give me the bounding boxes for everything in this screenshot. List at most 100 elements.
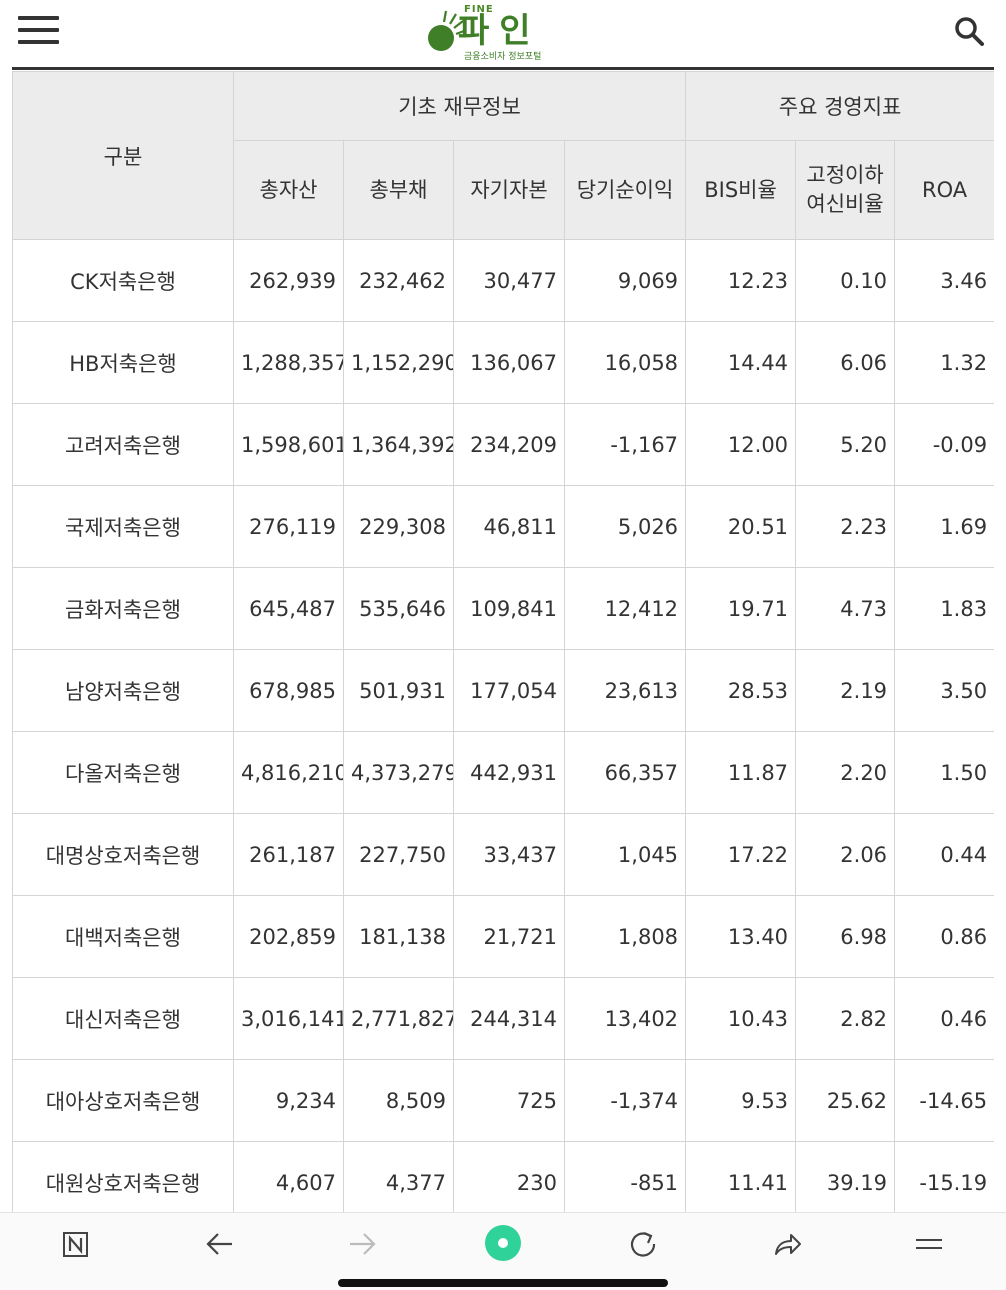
value-cell: 136,067 (453, 321, 565, 404)
value-cell: 1,598,601 (233, 403, 344, 486)
whale-browser-icon[interactable] (483, 1223, 523, 1263)
bank-name-cell[interactable]: HB저축은행 (12, 321, 234, 404)
value-cell: 12.23 (685, 239, 797, 322)
value-cell: 5,026 (563, 485, 687, 568)
header-divider (12, 67, 994, 70)
browser-bottom-bar (0, 1212, 1006, 1290)
value-cell: 1.32 (894, 321, 994, 404)
table-row: 금화저축은행 645,487 535,646 109,841 12,412 19.71 4.… (12, 567, 994, 650)
bank-name-cell[interactable]: 남양저축은행 (12, 649, 234, 732)
logo-name: 파인 (458, 11, 541, 51)
value-cell: 5.20 (795, 403, 896, 486)
value-cell: 1,288,357 (233, 321, 344, 404)
column-header-total-assets: 총자산 (233, 140, 344, 240)
table-row: 국제저축은행 276,119 229,308 46,811 5,026 20.51 2.23… (12, 485, 994, 568)
table-row: 남양저축은행 678,985 501,931 177,054 23,613 28.53 2.… (12, 649, 994, 732)
reload-icon[interactable] (624, 1227, 664, 1261)
arrow-right-icon[interactable] (342, 1227, 382, 1261)
column-header-npl-ratio: 고정이하 여신비율 (795, 140, 896, 240)
bank-name-cell[interactable]: 다올저축은행 (12, 731, 234, 814)
value-cell: 262,939 (233, 239, 344, 322)
table-header-row-1: 구분 기초 재무정보 주요 경영지표 (12, 71, 994, 240)
bank-name-cell[interactable]: CK저축은행 (12, 239, 234, 322)
value-cell: 2,771,827 (343, 977, 454, 1060)
hamburger-menu-icon[interactable] (18, 14, 60, 46)
column-header-net-income: 당기순이익 (563, 140, 687, 240)
value-cell: 109,841 (453, 567, 565, 650)
value-cell: 4,377 (343, 1141, 454, 1212)
value-cell: 0.44 (894, 813, 994, 896)
value-cell: 13,402 (563, 977, 687, 1060)
naver-n-icon[interactable] (56, 1227, 96, 1261)
column-header-equity: 자기자본 (453, 140, 565, 240)
table-header-row-2: 총자산 총부채 자기자본 당기순이익 BIS비율 고정이하 여신비율 ROA (13, 140, 994, 240)
menu-lines-icon[interactable] (908, 1227, 948, 1261)
bank-name-cell[interactable]: 대신저축은행 (12, 977, 234, 1060)
value-cell: 2.23 (795, 485, 896, 568)
value-cell: 30,477 (453, 239, 565, 322)
value-cell: 3,016,141 (233, 977, 344, 1060)
value-cell: 678,985 (233, 649, 344, 732)
value-cell: 2.82 (795, 977, 896, 1060)
value-cell: 4,607 (233, 1141, 344, 1212)
value-cell: 442,931 (453, 731, 565, 814)
value-cell: 2.20 (795, 731, 896, 814)
value-cell: 9,069 (563, 239, 687, 322)
value-cell: 244,314 (453, 977, 565, 1060)
home-indicator (338, 1279, 668, 1287)
value-cell: 21,721 (453, 895, 565, 978)
value-cell: 0.86 (894, 895, 994, 978)
value-cell: 16,058 (563, 321, 687, 404)
value-cell: 181,138 (343, 895, 454, 978)
value-cell: 33,437 (453, 813, 565, 896)
value-cell: 261,187 (233, 813, 344, 896)
bank-name-cell[interactable]: 대명상호저축은행 (12, 813, 234, 896)
table-body: CK저축은행 262,939 232,462 30,477 9,069 12.23 0.10… (12, 239, 994, 1212)
bank-table-container[interactable]: 구분 기초 재무정보 주요 경영지표 총자산 총부채 자기자본 당기순이익 BI… (12, 71, 994, 1212)
table-row: 대원상호저축은행 4,607 4,377 230 -851 11.41 39.19 -15.1… (12, 1141, 994, 1212)
value-cell: 229,308 (343, 485, 454, 568)
table-row: CK저축은행 262,939 232,462 30,477 9,069 12.23 0.10… (12, 239, 994, 322)
table-row: 대백저축은행 202,859 181,138 21,721 1,808 13.40 6.98… (12, 895, 994, 978)
value-cell: 66,357 (563, 731, 687, 814)
column-group-mgmt: 주요 경영지표 (685, 71, 994, 141)
value-cell: -1,167 (563, 403, 687, 486)
table-row: 고려저축은행 1,598,601 1,364,392 234,209 -1,167 12.… (12, 403, 994, 486)
bank-name-cell[interactable]: 대원상호저축은행 (12, 1141, 234, 1212)
arrow-left-icon[interactable] (200, 1227, 240, 1261)
value-cell: 1,045 (563, 813, 687, 896)
value-cell: 234,209 (453, 403, 565, 486)
bank-name-cell[interactable]: 고려저축은행 (12, 403, 234, 486)
value-cell: 39.19 (795, 1141, 896, 1212)
bank-name-cell[interactable]: 대아상호저축은행 (12, 1059, 234, 1142)
value-cell: -15.19 (894, 1141, 994, 1212)
column-header-bis-ratio: BIS비율 (685, 140, 797, 240)
npl-ratio-line-1: 고정이하 (806, 163, 884, 187)
value-cell: 19.71 (685, 567, 797, 650)
share-icon[interactable] (767, 1227, 807, 1261)
value-cell: 9.53 (685, 1059, 797, 1142)
table-row: 대명상호저축은행 261,187 227,750 33,437 1,045 17.22 2.… (12, 813, 994, 896)
bank-name-cell[interactable]: 금화저축은행 (12, 567, 234, 650)
value-cell: 1,808 (563, 895, 687, 978)
value-cell: 10.43 (685, 977, 797, 1060)
value-cell: 0.10 (795, 239, 896, 322)
value-cell: 1,364,392 (343, 403, 454, 486)
value-cell: 12,412 (563, 567, 687, 650)
value-cell: 6.06 (795, 321, 896, 404)
value-cell: 0.46 (894, 977, 994, 1060)
savings-bank-table: 구분 기초 재무정보 주요 경영지표 총자산 총부채 자기자본 당기순이익 BI… (12, 71, 994, 1212)
value-cell: 4.73 (795, 567, 896, 650)
fine-logo[interactable]: FINE 파인 금융소비자 정보포털 (424, 4, 554, 62)
npl-ratio-line-2: 여신비율 (806, 192, 884, 216)
bank-name-cell[interactable]: 국제저축은행 (12, 485, 234, 568)
value-cell: 4,373,279 (343, 731, 454, 814)
value-cell: 202,859 (233, 895, 344, 978)
value-cell: 4,816,210 (233, 731, 344, 814)
bank-name-cell[interactable]: 대백저축은행 (12, 895, 234, 978)
value-cell: 232,462 (343, 239, 454, 322)
value-cell: 46,811 (453, 485, 565, 568)
search-icon[interactable] (952, 14, 986, 48)
value-cell: 276,119 (233, 485, 344, 568)
